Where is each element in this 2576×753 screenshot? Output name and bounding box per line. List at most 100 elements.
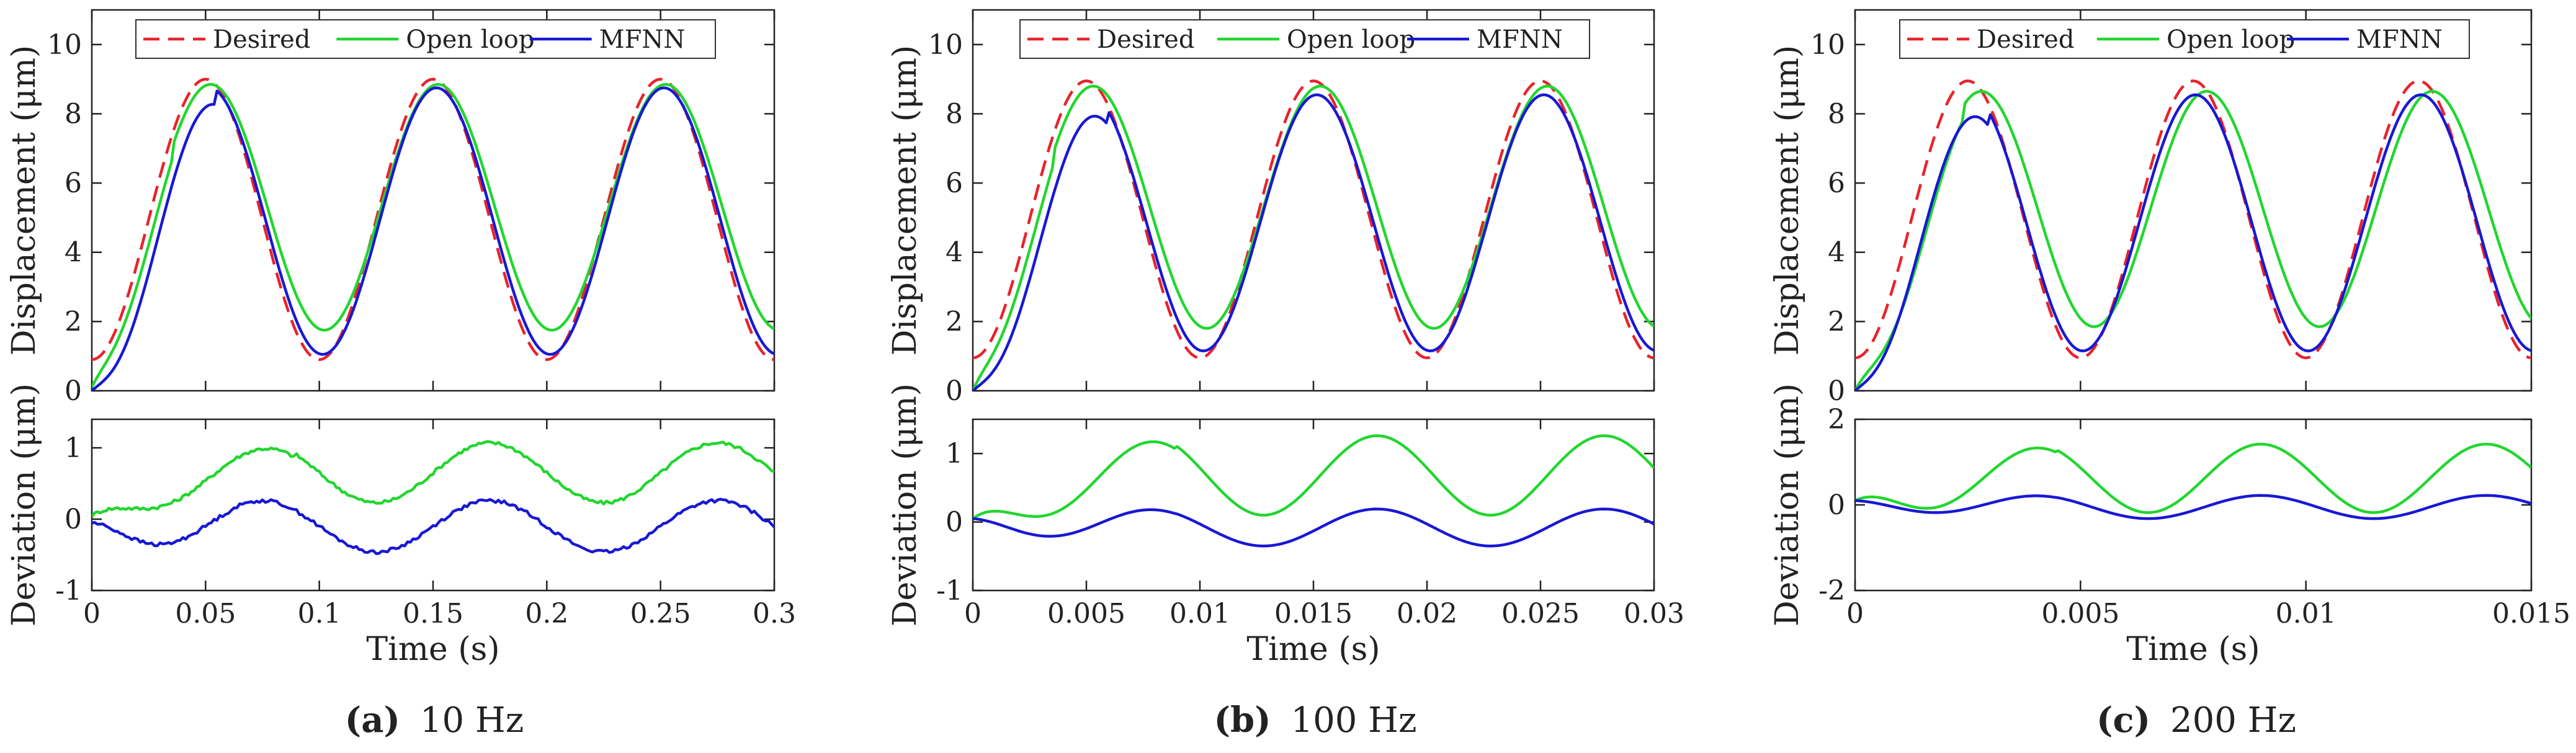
panel-c-top-series-desired	[1855, 79, 2531, 360]
panel-a-top-axes-box	[91, 9, 776, 392]
panel-b-top-legend-label: MFNN	[1477, 25, 1563, 54]
panel-c-bottom-xlabel: Time (s)	[2126, 631, 2260, 668]
panel-c-bottom-xtick-label: 0.005	[2041, 598, 2119, 630]
panel-b-top-legend-box	[1019, 19, 1590, 59]
panel-a-top-legend-label: MFNN	[599, 25, 686, 54]
panel-a-top-series-open-loop	[92, 82, 774, 388]
caption-b-letter: (b)	[1214, 700, 1271, 741]
panel-b-top-ylabel: Displacement (μm)	[887, 45, 924, 356]
caption-a-letter: (a)	[345, 700, 400, 741]
panel-c-bottom-ytick-label: 2	[1828, 404, 1845, 435]
panel-c-top-lines	[1855, 79, 2531, 391]
panel-b-top-ytick-label: 10	[928, 29, 963, 61]
panel-c-top-legend: Desired Open loop MFNN	[1899, 19, 2470, 59]
panel-a-bottom-xtick-label: 0	[83, 598, 101, 630]
panel-c-top-legend-label: Desired	[1977, 25, 2074, 54]
panel-a-bottom-xlabel: Time (s)	[366, 631, 499, 668]
panel-a-top-ytick-label: 4	[65, 237, 82, 269]
panel-c-top-axes-box	[1854, 9, 2533, 392]
panel-c-bottom-xtick-label: 0	[1846, 598, 1864, 630]
panel-c-top-legend-label: MFNN	[2356, 25, 2443, 54]
panel-c-bottom-xtick-label: 0.015	[2492, 598, 2570, 630]
panel-a-bottom-ytick-label: 0	[65, 504, 82, 535]
caption-b-text: 100 Hz	[1290, 700, 1416, 741]
panel-b-top-ytick-label: 4	[946, 237, 963, 269]
panel-c-bottom-xtick-label: 0.01	[2276, 598, 2337, 630]
panel-b-top-lines	[973, 79, 1654, 391]
panel-c-top-legend-box	[1899, 19, 2470, 59]
panel-a-top-series-mfnn	[92, 86, 774, 391]
panel-a-bottom-axes-box	[91, 418, 776, 592]
panel-b-bottom-ylabel: Deviation (μm)	[887, 383, 924, 626]
panel-b-bottom-series-open-loop	[973, 434, 1654, 520]
panel-b-top-legend-label: Desired	[1097, 25, 1194, 54]
panel-c-bottom-lines	[1855, 442, 2531, 520]
panel-a-top-series-desired	[92, 78, 774, 362]
panel-c-top-ylabel: Displacement (μm)	[1769, 45, 1806, 356]
panel-c-top-legend-label: Open loop	[2167, 25, 2295, 54]
panel-b-top-ytick-label: 2	[946, 306, 963, 337]
panel-c-top-series-open-loop	[1855, 89, 2531, 391]
panel-a-top-ytick-label: 8	[65, 98, 82, 130]
panel-a-bottom-xtick-label: 0.15	[403, 598, 463, 630]
panel-a-top-legend-box	[135, 19, 716, 59]
caption-c-letter: (c)	[2096, 700, 2150, 741]
panel-b-top-series-open-loop	[973, 84, 1654, 391]
panel-c-bottom-ylabel: Deviation (μm)	[1769, 383, 1806, 626]
caption-a-text: 10 Hz	[420, 700, 524, 741]
panel-b-top-ytick-label: 6	[946, 167, 963, 199]
panel-b-bottom-xtick-label: 0.015	[1274, 598, 1353, 630]
panel-b-top-series-desired	[973, 79, 1654, 360]
panel-c-top-ytick-label: 0	[1828, 375, 1845, 407]
panel-a-bottom-ytick-label: -1	[55, 575, 82, 607]
caption-b: (b) 100 Hz	[1214, 700, 1417, 741]
panel-a-top-legend-label: Open loop	[406, 25, 534, 54]
panel-b-bottom-xtick-label: 0.03	[1624, 598, 1684, 630]
panel-c-top-ytick-label: 10	[1810, 29, 1845, 61]
panel-a-top-ytick-label: 10	[47, 29, 82, 61]
panel-a-bottom-lines	[92, 440, 774, 555]
panel-c-top-ytick-label: 2	[1828, 306, 1845, 337]
panel-a-top-ytick-label: 2	[65, 306, 82, 337]
panel-b-top-series-mfnn	[973, 93, 1654, 391]
panel-b-bottom: 0 0.005 0.01 0.015 0.02 0.025 0.03-101Deviatio…	[887, 383, 1684, 668]
caption-c-text: 200 Hz	[2170, 700, 2296, 741]
panel-b-bottom-xtick-label: 0.025	[1501, 598, 1580, 630]
panel-c-bottom-axes-box	[1854, 418, 2533, 592]
panel-a-top-legend-label: Desired	[213, 25, 310, 54]
panel-c-bottom-series-open-loop	[1855, 442, 2531, 514]
panel-a-top-ytick-label: 0	[65, 375, 82, 407]
panel-a-top-ytick-label: 6	[65, 167, 82, 199]
panel-b-bottom-xtick-label: 0	[964, 598, 982, 630]
panel-c-top-ytick-label: 6	[1828, 167, 1845, 199]
panel-b-bottom-ytick-label: 1	[946, 438, 963, 470]
panel-b-bottom-ytick-label: 0	[946, 507, 963, 538]
panel-c-top-series-mfnn	[1855, 93, 2531, 391]
panel-a-top-legend: Desired Open loop MFNN	[135, 19, 716, 59]
panel-b-top-legend-label: Open loop	[1287, 25, 1415, 54]
panel-a-bottom-xtick-label: 0.25	[630, 598, 691, 630]
panel-b-bottom-lines	[973, 434, 1654, 548]
panel-a-bottom-ytick-label: 1	[65, 432, 82, 464]
panel-a-bottom-series-mfnn	[92, 497, 774, 555]
panel-b-bottom-xtick-label: 0.005	[1047, 598, 1125, 630]
panel-b-top-legend: Desired Open loop MFNN	[1019, 19, 1590, 59]
panel-c-bottom-ytick-label: 0	[1828, 489, 1845, 521]
panel-c-top-ytick-label: 4	[1828, 237, 1845, 269]
panel-b-bottom-xtick-label: 0.01	[1169, 598, 1230, 630]
panel-c-top-ytick-label: 8	[1828, 98, 1845, 130]
panel-a-top-lines	[92, 78, 774, 391]
panel-b-bottom-xlabel: Time (s)	[1246, 631, 1380, 668]
panel-b-bottom-ytick-label: -1	[936, 575, 963, 607]
panel-a-bottom-ylabel: Deviation (μm)	[6, 383, 43, 626]
panel-b-top-axes-box	[972, 9, 1655, 392]
panel-c-bottom-ytick-label: -2	[1818, 575, 1845, 607]
panel-a-bottom-xtick-label: 0.1	[298, 598, 341, 630]
